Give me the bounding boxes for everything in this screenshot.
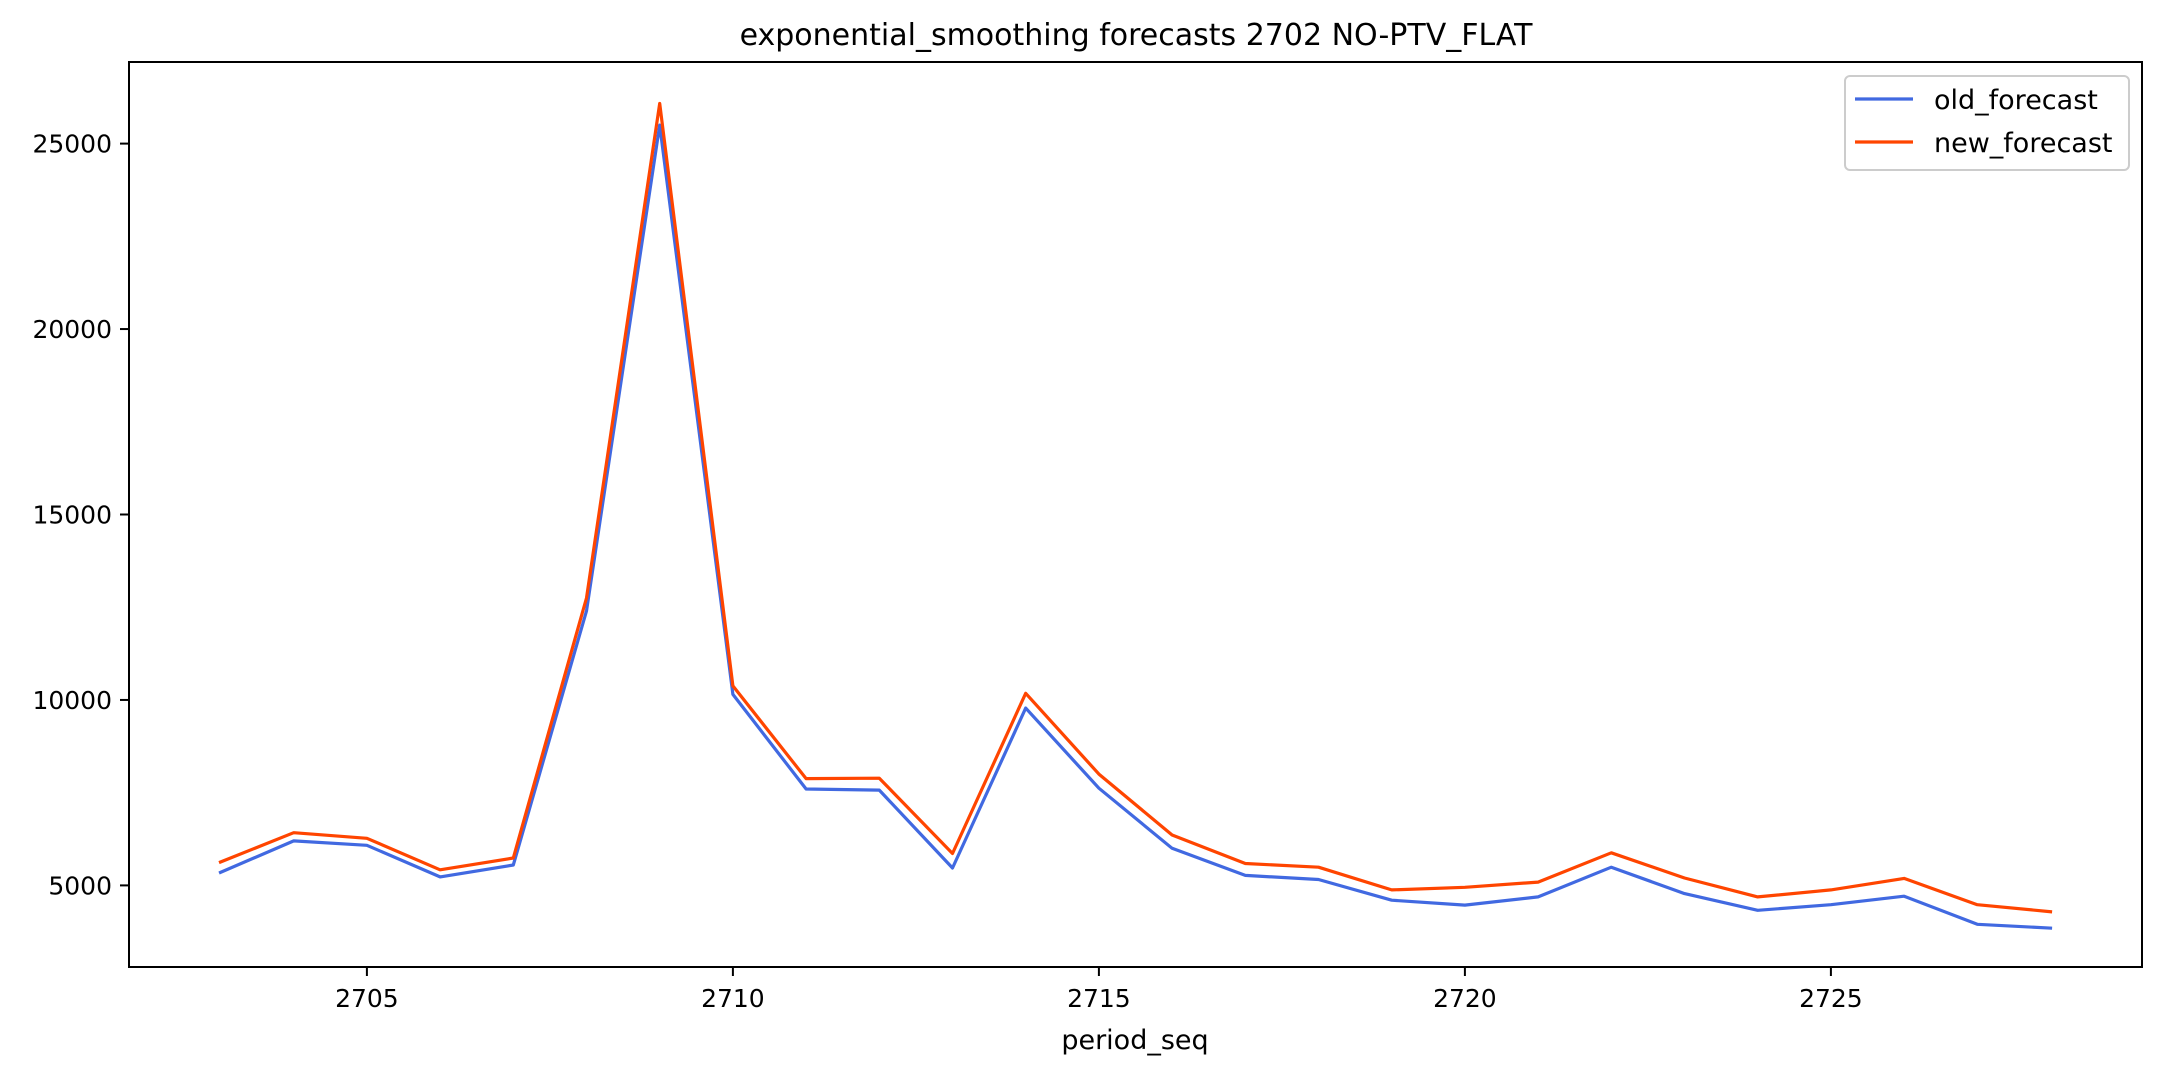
x-tick-label: 2720 — [1433, 984, 1497, 1013]
series-layer — [218, 101, 2053, 930]
chart-title: exponential_smoothing forecasts 2702 NO-… — [740, 18, 1534, 53]
legend-label-new-forecast: new_forecast — [1934, 128, 2113, 159]
x-tick-label: 2710 — [701, 984, 765, 1013]
x-tick-label: 2715 — [1067, 984, 1131, 1013]
y-tick-label: 5000 — [48, 871, 112, 900]
series-line-new-forecast — [218, 101, 2053, 914]
x-axis-ticks: 2705 2710 2715 2720 2725 — [335, 967, 1863, 1013]
plot-area-frame — [128, 61, 2143, 968]
y-tick-label: 20000 — [32, 315, 112, 344]
x-tick-label: 2725 — [1799, 984, 1863, 1013]
legend-entries: old_forecast new_forecast — [1855, 85, 2113, 159]
legend: old_forecast new_forecast — [1844, 75, 2130, 171]
legend-label-old-forecast: old_forecast — [1934, 85, 2098, 116]
y-tick-label: 10000 — [32, 686, 112, 715]
y-tick-label: 15000 — [32, 501, 112, 530]
y-axis-ticks: 5000 10000 15000 20000 25000 — [32, 130, 129, 900]
x-tick-label: 2705 — [335, 984, 399, 1013]
x-axis-label: period_seq — [1061, 1025, 1208, 1056]
series-line-old-forecast — [218, 123, 2053, 930]
y-tick-label: 25000 — [32, 130, 112, 159]
legend-frame — [1844, 75, 2130, 171]
